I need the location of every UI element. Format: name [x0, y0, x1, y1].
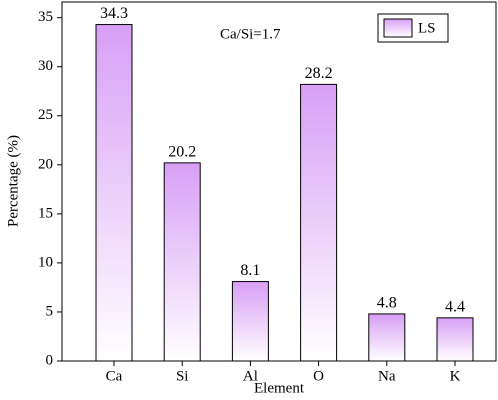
annotation: Ca/Si=1.7 [220, 26, 281, 42]
y-tick-label: 20 [38, 156, 53, 172]
y-tick-label: 35 [38, 9, 53, 25]
legend-swatch [383, 18, 413, 38]
bar [231, 281, 269, 362]
value-label: 4.4 [445, 299, 465, 316]
x-tick-label: Ca [106, 368, 123, 384]
value-label: 34.3 [100, 5, 128, 22]
bar [300, 83, 338, 362]
y-tick-label: 30 [38, 58, 53, 74]
y-tick-label: 5 [46, 303, 54, 319]
plot-frame [61, 1, 497, 362]
bar [368, 313, 406, 362]
legend-label: LS [418, 20, 436, 36]
y-tick-label: 0 [46, 352, 54, 368]
y-tick-label: 15 [38, 205, 53, 221]
x-tick-label: Si [176, 368, 189, 384]
x-tick-label: Na [378, 368, 396, 384]
x-tick-label: Al [243, 368, 258, 384]
value-label: 20.2 [168, 144, 196, 161]
value-label: 8.1 [240, 262, 260, 279]
y-axis-label: Percentage (%) [5, 135, 21, 227]
bar [95, 24, 133, 362]
y-tick-label: 10 [38, 254, 53, 270]
value-label: 28.2 [305, 65, 333, 82]
bar [163, 162, 201, 362]
x-tick-label: O [313, 368, 324, 384]
bar [436, 317, 474, 362]
x-axis-label: Element [254, 380, 305, 396]
value-label: 4.8 [377, 295, 397, 312]
y-tick-label: 25 [38, 107, 53, 123]
x-tick-label: K [450, 368, 461, 384]
